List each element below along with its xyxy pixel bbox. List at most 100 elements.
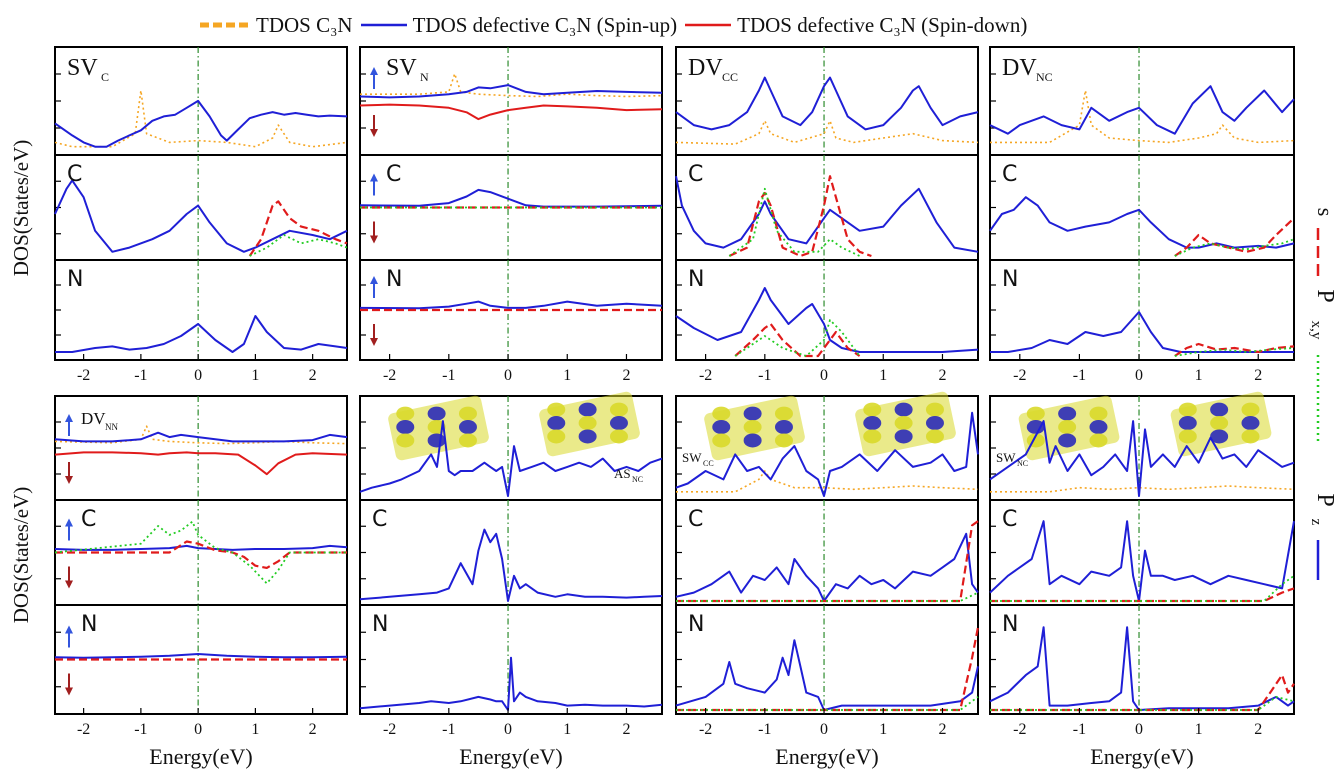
spin-down-arrowhead (65, 476, 73, 484)
x-tick-label: 1 (1195, 721, 1203, 738)
series-line-pxy (990, 696, 1295, 711)
panel-defect-label: DV (1002, 55, 1037, 81)
spin-down-arrowhead (65, 687, 73, 696)
x-tick-label: 1 (563, 367, 571, 384)
series-line-s (734, 322, 861, 358)
series-line-tdos-up (359, 420, 663, 497)
isosurface-lobe (1210, 402, 1229, 417)
isosurface-lobe (894, 402, 913, 417)
isosurface-lobe (1210, 429, 1229, 444)
series-line-s (728, 175, 872, 258)
series-line-s (990, 587, 1295, 603)
isosurface-lobe (547, 429, 566, 444)
y-axis-label: DOS(States/eV) (9, 140, 33, 276)
x-tick-label: 0 (1135, 367, 1143, 384)
x-tick-label: -1 (134, 721, 147, 738)
panel-frame (989, 499, 1295, 606)
x-tick-label: -1 (1073, 721, 1086, 738)
x-tick-label: -2 (1013, 721, 1026, 738)
isosurface-lobe (925, 416, 944, 431)
isosurface-lobe (712, 406, 731, 421)
isosurface-lobe (396, 420, 415, 435)
x-tick-label: 2 (309, 367, 317, 384)
panel-defect-label-sub: NC (632, 475, 643, 484)
spin-up-arrowhead (65, 414, 73, 422)
isosurface-lobe (1089, 406, 1108, 421)
panel-element-label: N (372, 612, 388, 637)
series-line-pxy (1174, 238, 1295, 257)
isosurface-lobe (894, 429, 913, 444)
isosurface-lobe (427, 406, 446, 421)
legend: TDOS C₃N TDOS defective C₃N (Spin-up) TD… (200, 10, 1035, 40)
x-tick-label: -1 (758, 367, 771, 384)
isosurface-lobe (774, 420, 793, 435)
isosurface-lobe (396, 433, 415, 448)
series-line-pz (675, 287, 979, 353)
panel-defect-label-sub: N (420, 70, 429, 84)
legend-label-tdos-down: TDOS defective C₃N (Spin-down) (737, 12, 1028, 37)
x-tick-label: 0 (820, 367, 828, 384)
panel-defect-label: SV (67, 55, 98, 81)
x-axis-label: Energy(eV) (149, 744, 252, 769)
isosurface-lobe (547, 402, 566, 417)
isosurface-lobe (863, 416, 882, 431)
x-tick-label: 2 (622, 367, 630, 384)
series-line-pxy (54, 520, 347, 585)
isosurface-lobe (458, 433, 477, 448)
legend-label-tdos-up: TDOS defective C₃N (Spin-up) (412, 12, 678, 37)
legend-swatch-solid-red (685, 23, 732, 27)
series-line-tdos-up (675, 411, 979, 497)
isosurface-lobe (609, 402, 628, 417)
series-line-tdos-up (989, 85, 1295, 135)
x-tick-label: 1 (563, 721, 571, 738)
series-line-s (990, 674, 1295, 712)
panel-element-label: N (81, 612, 97, 637)
isosurface-lobe (578, 402, 597, 417)
orbital-legend-pz: P (1312, 493, 1336, 506)
x-tick-label: -2 (77, 367, 90, 384)
series-line-pxy (676, 696, 979, 711)
series-line-s (55, 540, 347, 569)
series-line-tdos-up (989, 420, 1295, 497)
isosurface-lobe (458, 406, 477, 421)
series-line-pz (54, 544, 348, 551)
isosurface-lobe (578, 416, 597, 431)
isosurface-lobe (1178, 402, 1197, 417)
isosurface-lobe (925, 429, 944, 444)
isosurface-lobe (1026, 420, 1045, 435)
isosurface-lobe (1241, 416, 1260, 431)
x-tick-label: 1 (251, 367, 259, 384)
isosurface-lobe (1089, 433, 1108, 448)
panel-defect-label-sub: NN (105, 422, 118, 432)
x-axis-label: Energy(eV) (775, 744, 878, 769)
isosurface-lobe (1210, 416, 1229, 431)
series-line-pz (54, 653, 348, 659)
series-line-s (1174, 342, 1295, 357)
spin-up-arrowhead (65, 518, 73, 527)
x-tick-label: 2 (1254, 367, 1262, 384)
panel-element-label: N (67, 267, 83, 292)
x-tick-label: -2 (699, 367, 712, 384)
spin-down-arrowhead (370, 235, 378, 244)
isosurface-lobe (925, 402, 944, 417)
panel-frame (989, 604, 1295, 715)
series-line-pz (675, 532, 979, 602)
panel-element-label: C (1002, 507, 1017, 532)
series-line-tdos-pristine (990, 89, 1295, 144)
panel-element-label: C (688, 162, 703, 187)
isosurface-lobe (712, 420, 731, 435)
series-line-pz (359, 188, 663, 208)
series-line-s (676, 520, 979, 603)
isosurface-lobe (1058, 433, 1077, 448)
series-line-pz (359, 528, 663, 602)
panel-element-label: N (1002, 267, 1018, 292)
series-line-pxy (990, 575, 1295, 602)
series-line-pz (989, 196, 1295, 249)
series-line-pz (990, 311, 1294, 353)
series-line-s (1174, 217, 1295, 257)
isosurface-lobe (1058, 406, 1077, 421)
series-line-tdos-pristine (675, 120, 979, 145)
panel-element-label: C (67, 162, 82, 187)
panel-defect-label-sub: NC (1036, 70, 1053, 84)
x-tick-label: -2 (383, 367, 396, 384)
